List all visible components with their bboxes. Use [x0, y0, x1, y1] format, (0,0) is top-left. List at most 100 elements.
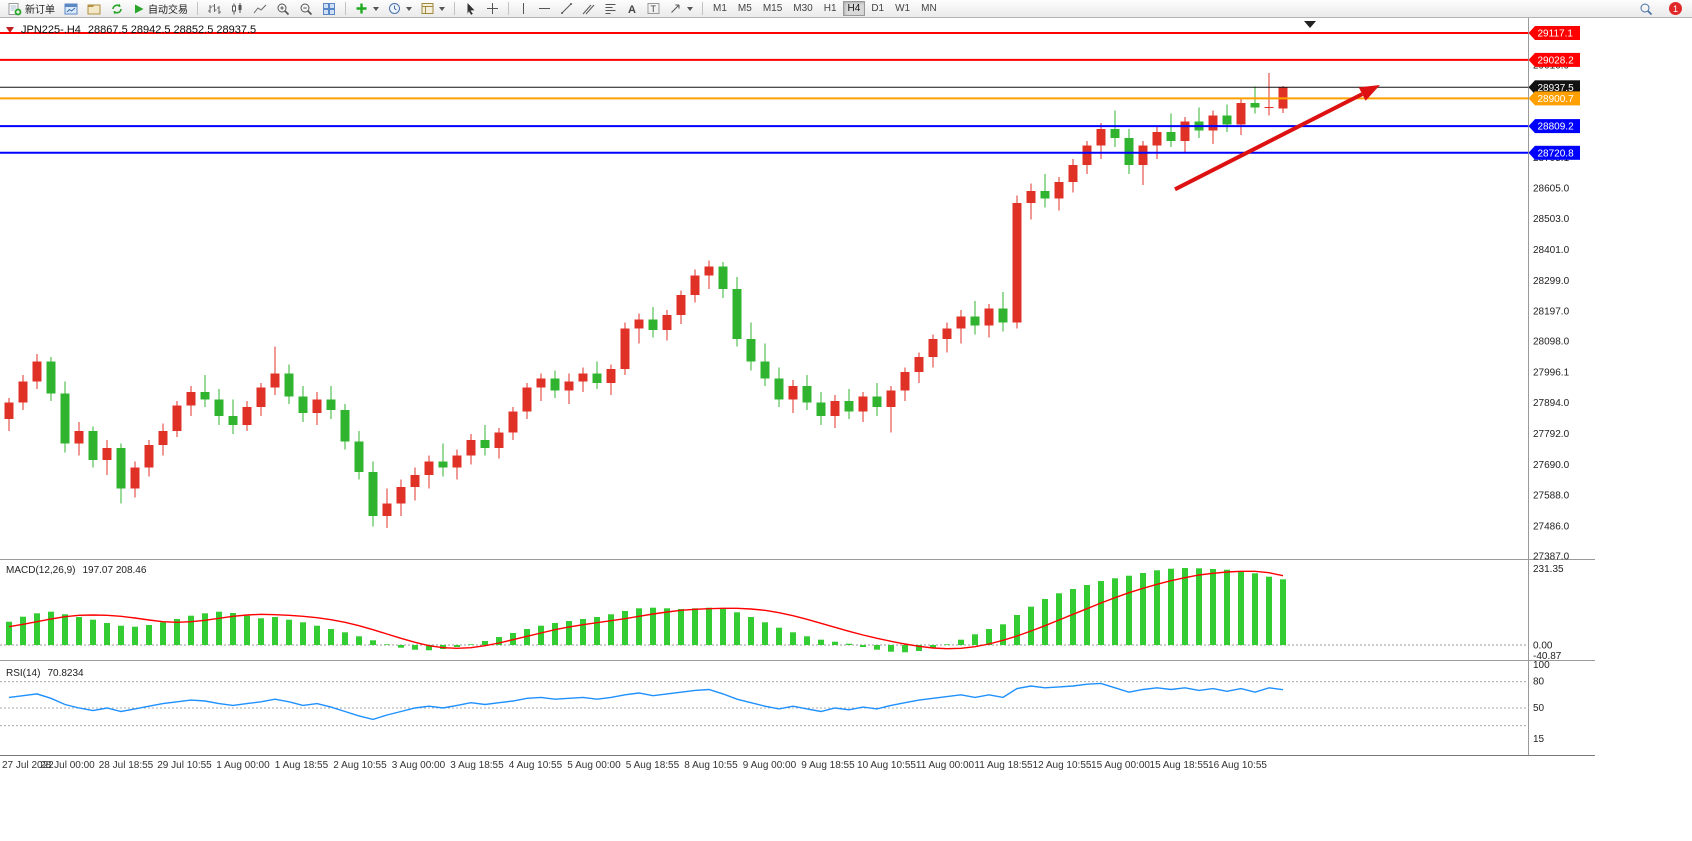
search-icon	[1639, 2, 1653, 16]
timeframe-m5-button[interactable]: M5	[733, 1, 757, 16]
horizontal-line-button[interactable]	[534, 1, 555, 17]
cursor-icon	[464, 2, 477, 15]
clock-icon	[388, 2, 401, 15]
svg-text:2 Aug 10:55: 2 Aug 10:55	[333, 760, 387, 771]
arrows-button[interactable]	[665, 1, 697, 17]
svg-text:4 Aug 10:55: 4 Aug 10:55	[509, 760, 563, 771]
timeframe-mn-button[interactable]: MN	[916, 1, 942, 16]
svg-text:11 Aug 18:55: 11 Aug 18:55	[974, 760, 1033, 771]
new-order-button[interactable]: 新订单	[4, 1, 59, 17]
candles-layer	[4, 72, 1288, 528]
charts-grid-icon	[64, 2, 78, 16]
rsi-indicator-value: 70.8234	[47, 668, 84, 679]
search-button[interactable]	[1635, 1, 1657, 17]
new-order-label: 新订单	[25, 5, 55, 16]
svg-text:28720.8: 28720.8	[1538, 148, 1575, 159]
caret-down-icon	[373, 6, 379, 11]
new-order-icon	[8, 2, 22, 16]
chart-canvas[interactable]: 29010.928909.028807.028705.128605.028503…	[0, 18, 1692, 841]
svg-text:28299.0: 28299.0	[1533, 276, 1570, 287]
svg-text:15: 15	[1533, 734, 1545, 745]
toolbar-separator	[345, 2, 346, 15]
zoom-out-button[interactable]	[295, 1, 317, 17]
svg-text:8 Aug 10:55: 8 Aug 10:55	[684, 760, 738, 771]
svg-text:1 Aug 00:00: 1 Aug 00:00	[216, 760, 270, 771]
autotrading-icon	[133, 3, 145, 15]
rsi-panel-label: RSI(14) 70.8234	[6, 668, 84, 679]
svg-text:29 Jul 10:55: 29 Jul 10:55	[157, 760, 212, 771]
timeframe-m1-button[interactable]: M1	[708, 1, 732, 16]
zoom-out-icon	[299, 2, 313, 16]
chart-title: JPN225-.H4 28867.5 28942.5 28852.5 28937…	[6, 24, 256, 36]
svg-text:5 Aug 18:55: 5 Aug 18:55	[626, 760, 680, 771]
rsi-line	[8, 682, 1284, 721]
svg-text:27588.0: 27588.0	[1533, 491, 1570, 502]
profiles-button[interactable]	[83, 1, 105, 17]
svg-text:27486.0: 27486.0	[1533, 522, 1570, 533]
autotrading-button[interactable]: 自动交易	[129, 1, 192, 17]
timeframe-h1-button[interactable]: H1	[819, 1, 842, 16]
tile-windows-icon	[322, 2, 336, 16]
macd-signal-line	[8, 570, 1284, 650]
refresh-button[interactable]	[106, 1, 128, 17]
candlestick-chart-icon	[230, 2, 244, 16]
timeframe-m30-button[interactable]: M30	[788, 1, 817, 16]
text-icon: A	[626, 2, 638, 15]
channel-button[interactable]	[578, 1, 599, 17]
timeframe-m15-button[interactable]: M15	[758, 1, 787, 16]
autotrading-label: 自动交易	[148, 5, 188, 16]
caret-down-icon	[687, 6, 693, 11]
line-chart-icon	[253, 2, 267, 16]
fibonacci-icon	[604, 2, 617, 15]
price-badge: 29117.1	[1528, 26, 1580, 40]
notification-badge[interactable]: 1	[1669, 2, 1682, 15]
svg-text:T: T	[651, 4, 657, 14]
line-chart-button[interactable]	[249, 1, 271, 17]
bar-chart-button[interactable]	[203, 1, 225, 17]
indicators-add-icon	[355, 2, 368, 15]
vertical-line-button[interactable]	[514, 1, 533, 17]
text-button[interactable]: A	[622, 1, 642, 17]
svg-text:1 Aug 18:55: 1 Aug 18:55	[275, 760, 329, 771]
svg-text:28605.0: 28605.0	[1533, 183, 1570, 194]
svg-text:28 Jul 18:55: 28 Jul 18:55	[99, 760, 154, 771]
trendline-button[interactable]	[556, 1, 577, 17]
tile-windows-button[interactable]	[318, 1, 340, 17]
svg-text:27792.0: 27792.0	[1533, 429, 1570, 440]
periods-button[interactable]	[384, 1, 416, 17]
crosshair-button[interactable]	[482, 1, 503, 17]
cursor-button[interactable]	[460, 1, 481, 17]
toolbar-separator	[702, 2, 703, 15]
refresh-icon	[110, 2, 124, 16]
timeframe-h4-button[interactable]: H4	[842, 1, 866, 16]
zoom-in-icon	[276, 2, 290, 16]
svg-text:9 Aug 18:55: 9 Aug 18:55	[801, 760, 855, 771]
timeframe-d1-button[interactable]: D1	[866, 1, 889, 16]
toolbar-separator	[454, 2, 455, 15]
label-button[interactable]: T	[643, 1, 664, 17]
rsi-indicator-name: RSI(14)	[6, 668, 41, 679]
svg-text:28401.0: 28401.0	[1533, 245, 1570, 256]
toolbar: 新订单 自动交易 A T M1 M5 M15 M30 H1 H4 D1 W1 M…	[0, 0, 1692, 18]
trend-arrow[interactable]	[1174, 85, 1380, 192]
svg-text:A: A	[628, 4, 636, 15]
svg-text:10 Aug 10:55: 10 Aug 10:55	[857, 760, 916, 771]
indicators-button[interactable]	[351, 1, 383, 17]
zoom-in-button[interactable]	[272, 1, 294, 17]
timeframe-w1-button[interactable]: W1	[890, 1, 915, 16]
bar-chart-icon	[207, 2, 221, 16]
templates-button[interactable]	[417, 1, 449, 17]
svg-text:27 Jul 2022: 27 Jul 2022	[2, 760, 54, 771]
chart-window[interactable]: 29010.928909.028807.028705.128605.028503…	[0, 18, 1692, 841]
macd-histogram	[6, 568, 1286, 653]
chart-shift-marker[interactable]	[1304, 21, 1316, 28]
svg-text:100: 100	[1533, 660, 1550, 671]
charts-grid-button[interactable]	[60, 1, 82, 17]
horizontal-line-icon	[538, 2, 551, 15]
candlestick-chart-button[interactable]	[226, 1, 248, 17]
svg-text:-40.87: -40.87	[1533, 651, 1562, 662]
svg-text:28 Jul 00:00: 28 Jul 00:00	[40, 760, 95, 771]
svg-text:28809.2: 28809.2	[1538, 122, 1575, 133]
svg-text:231.35: 231.35	[1533, 564, 1564, 575]
fibonacci-button[interactable]	[600, 1, 621, 17]
